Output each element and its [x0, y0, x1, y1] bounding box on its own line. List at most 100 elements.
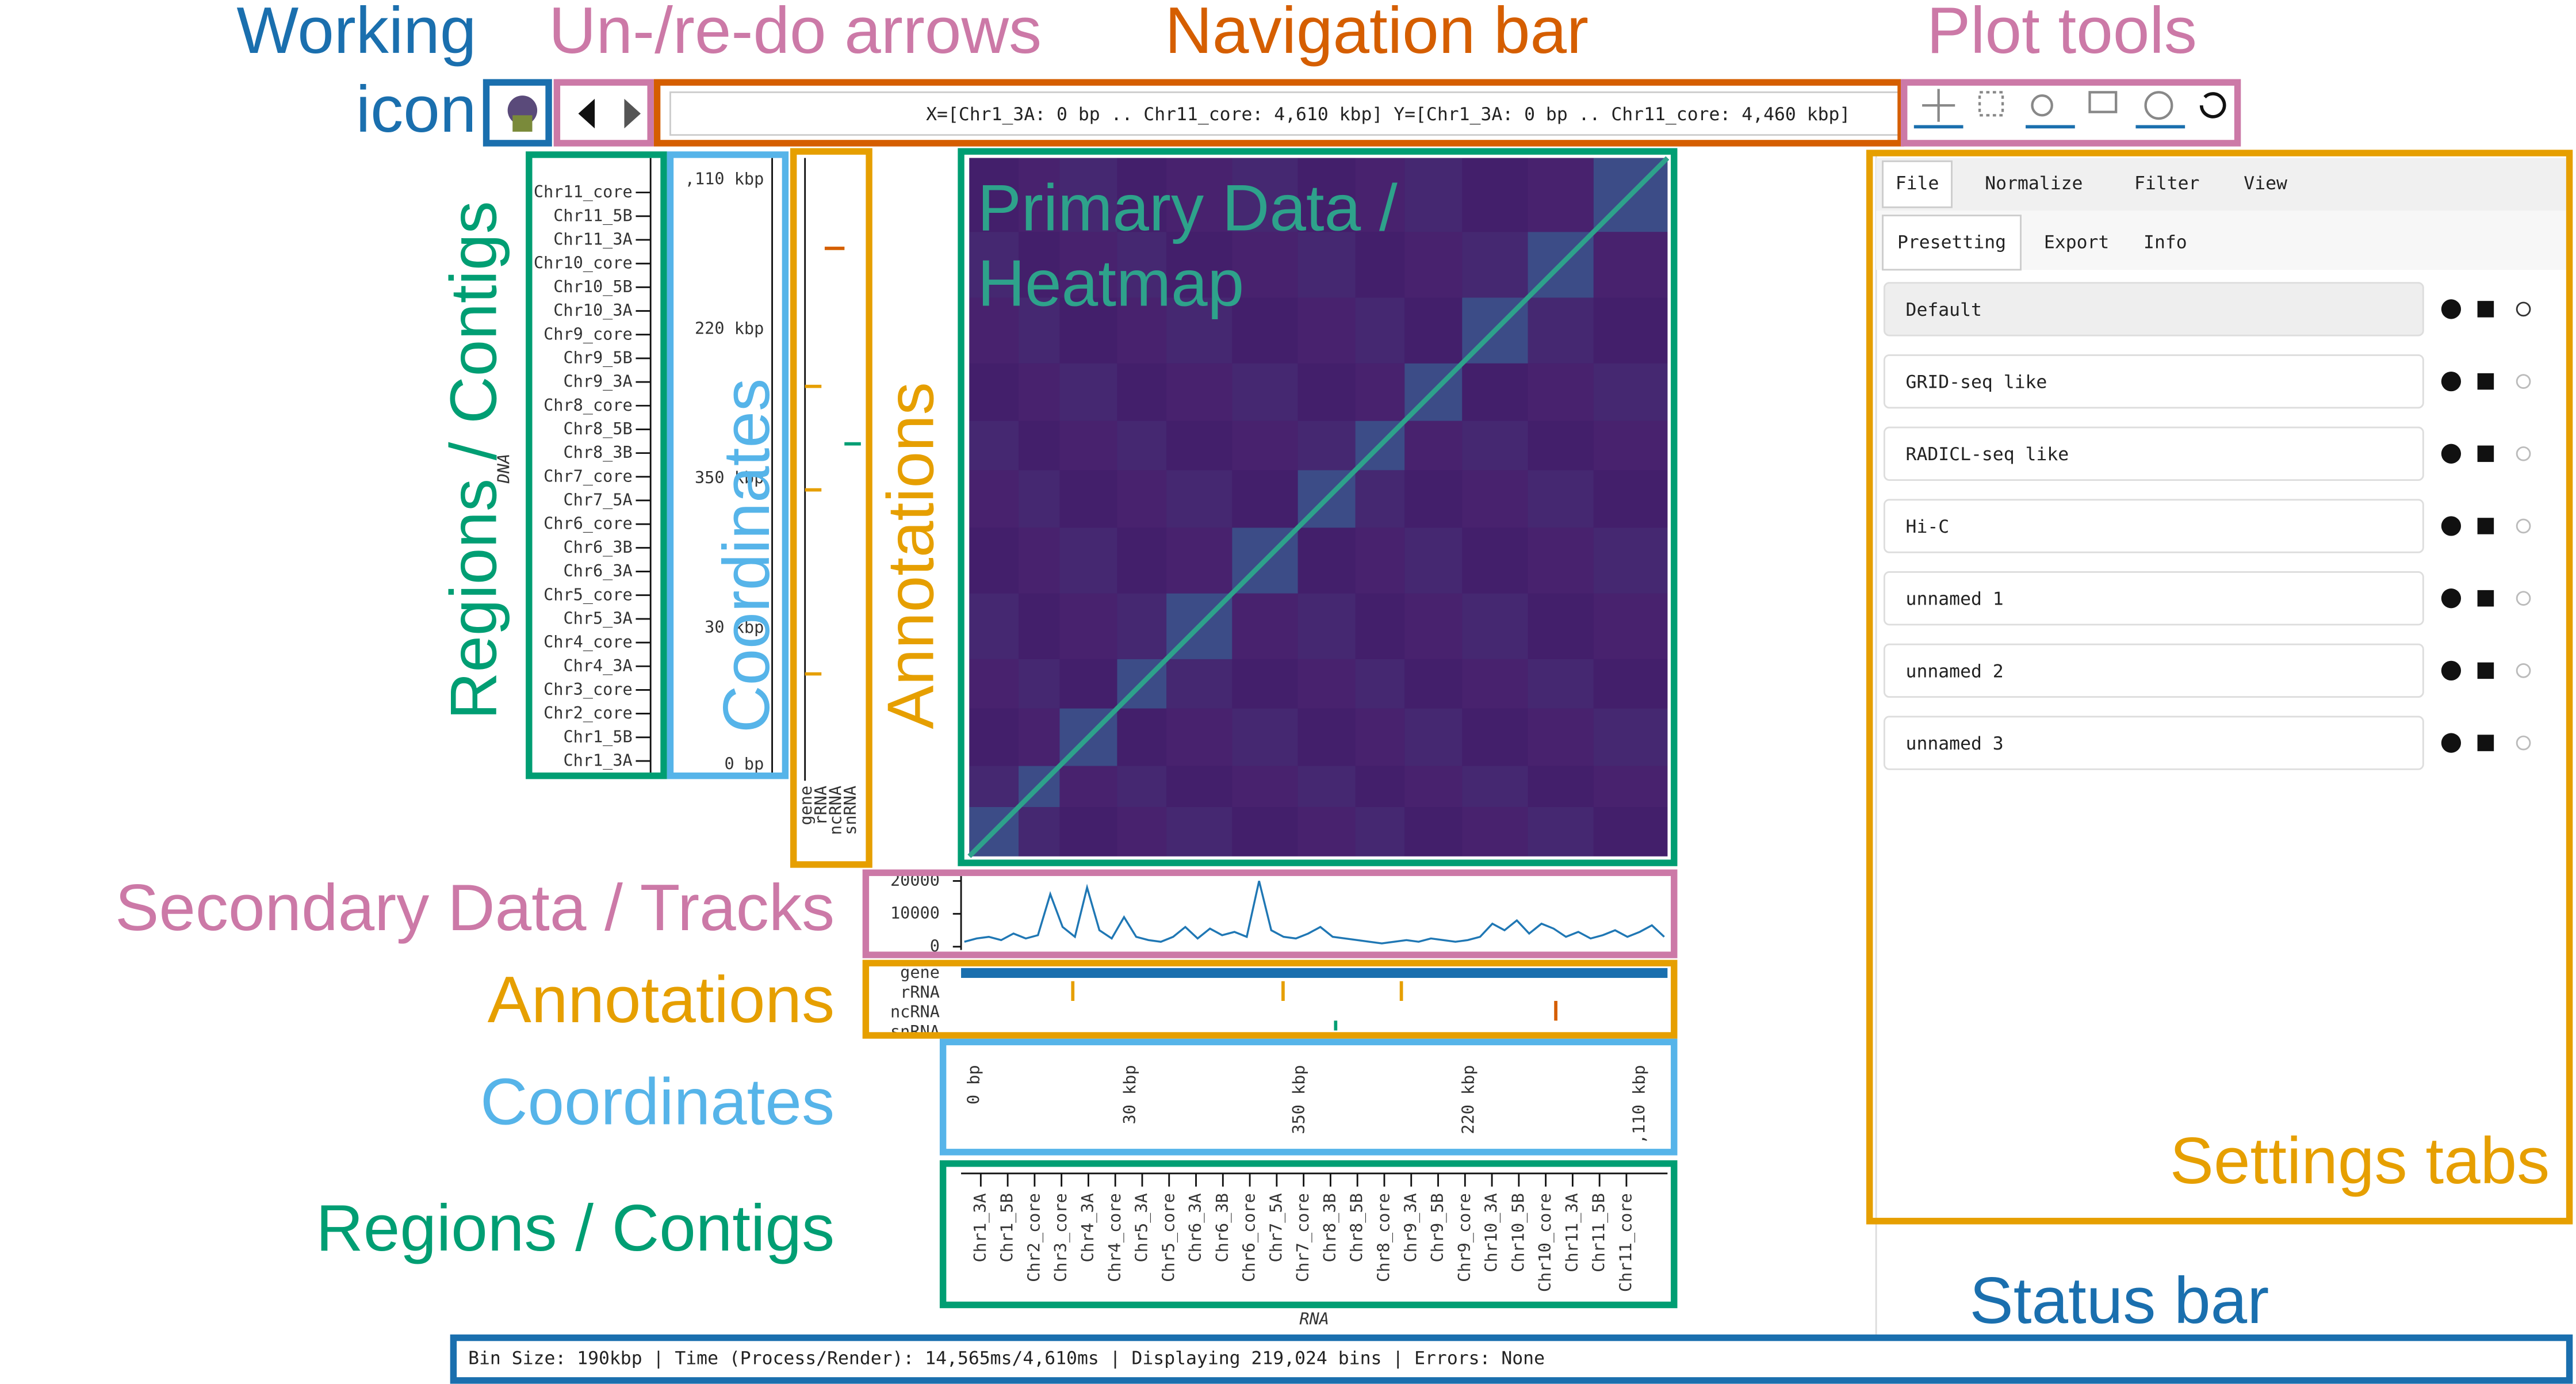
preset-input[interactable]: [1883, 716, 2424, 770]
preset-save-button[interactable]: [2477, 445, 2494, 462]
heatmap-block: [1059, 232, 1117, 298]
heatmap-block: [1166, 806, 1233, 857]
x-contig-label: Chr10_5B: [1508, 1193, 1528, 1272]
heatmap-block: [1297, 659, 1356, 709]
preset-save-button[interactable]: [2477, 373, 2494, 390]
tab[interactable]: Export: [2044, 232, 2109, 253]
heatmap-block: [1593, 363, 1668, 421]
heatmap-block: [1462, 708, 1528, 766]
preset-apply-button[interactable]: [2441, 588, 2462, 609]
heatmap-block: [1297, 363, 1356, 421]
heatmap-block: [1019, 659, 1060, 709]
heatmap-block: [1019, 420, 1060, 471]
tab[interactable]: Filter: [2134, 173, 2199, 194]
heatmap-block: [1593, 708, 1668, 766]
annotation-track-label: rRNA: [900, 982, 940, 1001]
heatmap-block: [1593, 297, 1668, 364]
tab[interactable]: File: [1896, 173, 1939, 194]
heatmap-diagonal: [967, 156, 1670, 858]
preset-apply-button[interactable]: [2441, 733, 2462, 753]
heatmap-block: [1019, 806, 1060, 857]
x-contig-label: Chr10_3A: [1482, 1193, 1502, 1272]
sub-tabs: Presetting Export Info: [1876, 211, 2566, 271]
preset-input[interactable]: [1883, 571, 2424, 626]
x-contig-label: Chr4_3A: [1078, 1193, 1098, 1262]
box-coordinates: [667, 151, 789, 779]
heatmap-block: [1059, 659, 1117, 709]
heatmap-block: [1355, 158, 1405, 232]
x-contig-label: Chr9_5B: [1427, 1193, 1448, 1262]
box-zoom-tool[interactable]: [1978, 91, 2004, 117]
callout-boxes: [450, 79, 2573, 1384]
box-regions-x: [939, 1160, 1678, 1309]
heatmap-block: [1059, 158, 1117, 232]
heatmap-block: [1404, 470, 1463, 528]
preset-apply-button[interactable]: [2441, 660, 2462, 681]
tab[interactable]: Presetting: [1897, 232, 2006, 253]
navigation-bar-input[interactable]: [669, 91, 1900, 136]
heatmap-block: [1059, 363, 1117, 421]
tab[interactable]: Info: [2144, 232, 2187, 253]
reset-tool[interactable]: [2199, 92, 2226, 118]
tab[interactable]: View: [2244, 173, 2287, 194]
preset-input[interactable]: [1883, 426, 2424, 481]
heatmap-block: [1019, 708, 1060, 766]
preset-input[interactable]: [1883, 499, 2424, 553]
heatmap-block: [1117, 593, 1167, 659]
preset-save-button[interactable]: [2477, 518, 2494, 534]
tab-active: [1882, 215, 2022, 271]
heatmap-block: [1117, 806, 1167, 857]
y-contig-label: Chr6_core: [543, 514, 633, 534]
heatmap-block: [1117, 766, 1167, 807]
preset-apply-button[interactable]: [2441, 444, 2462, 464]
crosshair-tool[interactable]: [2144, 91, 2173, 120]
y-contig-label: Chr7_core: [543, 466, 633, 486]
preset-input[interactable]: [1883, 282, 2424, 337]
preset-save-button[interactable]: [2477, 301, 2494, 318]
x-contig-label: Chr11_core: [1616, 1193, 1636, 1292]
heatmap-block: [1232, 659, 1298, 709]
preset-save-button[interactable]: [2477, 662, 2494, 679]
preset-apply-button[interactable]: [2441, 371, 2462, 392]
annotation-track-label: ncRNA: [890, 1002, 940, 1022]
preset-reset-button[interactable]: [2516, 518, 2531, 534]
preset-input[interactable]: [1883, 354, 2424, 409]
heatmap-block: [1166, 659, 1233, 709]
redo-button[interactable]: [624, 98, 641, 129]
preset-reset-button[interactable]: [2516, 591, 2531, 606]
heatmap-block: [1297, 158, 1356, 232]
preset-reset-button[interactable]: [2516, 446, 2531, 461]
y-contig-labels: Chr11_core Chr11_5B Chr11_3A Chr10_core Chr1…: [534, 182, 651, 771]
heatmap-block: [1462, 659, 1528, 709]
undo-button[interactable]: [578, 98, 595, 129]
preset-reset-button[interactable]: [2516, 735, 2531, 751]
pan-tool[interactable]: [1922, 89, 1955, 122]
preset-reset-button[interactable]: [2516, 374, 2531, 389]
heatmap-block: [1355, 593, 1405, 659]
working-icon-glyph: [512, 115, 533, 132]
preset-apply-button[interactable]: [2441, 516, 2462, 536]
preset-reset-button[interactable]: [2516, 301, 2531, 317]
y-contig-label: Chr8_5B: [563, 419, 632, 439]
heatmap-block: [1117, 420, 1167, 471]
x-contig-label: Chr1_3A: [970, 1193, 990, 1262]
y-coordinate-labels: ,110 kbp 220 kbp 350 kbp 30 kbp 0 bp: [685, 169, 764, 773]
hover-tool[interactable]: [2088, 91, 2118, 113]
preset-save-button[interactable]: [2477, 590, 2494, 607]
preset-apply-button[interactable]: [2441, 299, 2462, 319]
tab[interactable]: Normalize: [1985, 173, 2083, 194]
wheel-zoom-tool[interactable]: [2031, 94, 2053, 117]
preset-input[interactable]: [1883, 643, 2424, 698]
box-settings: [1866, 150, 2573, 1225]
heatmap-block: [1166, 363, 1233, 421]
y-contig-label: Chr5_3A: [563, 608, 632, 628]
heatmap-block: [1355, 470, 1405, 528]
heatmap-block: [969, 593, 1019, 659]
preset-save-button[interactable]: [2477, 735, 2494, 751]
heatmap-block: [1404, 297, 1463, 364]
preset-name: unnamed 2: [1906, 661, 2004, 682]
heatmap-block: [1593, 470, 1668, 528]
preset-reset-button[interactable]: [2516, 663, 2531, 678]
heatmap-block: [1232, 593, 1298, 659]
gene-annotation: [961, 968, 1668, 978]
